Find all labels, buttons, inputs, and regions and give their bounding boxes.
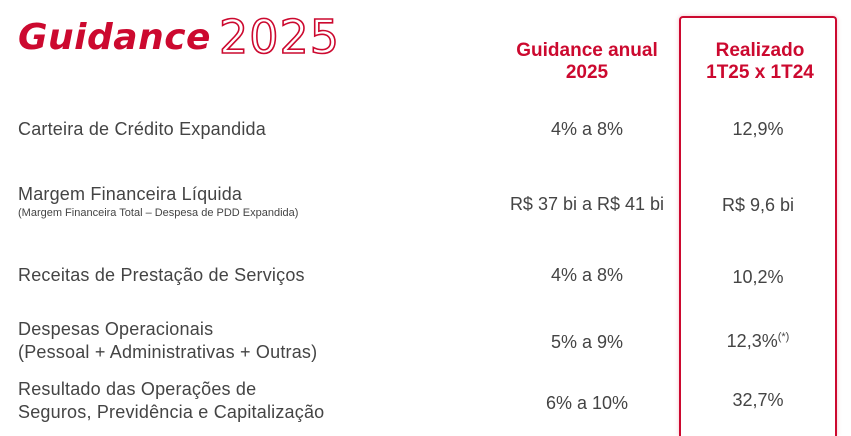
row-guidance-carteira: 4% a 8%	[550, 119, 624, 139]
row-realizado-despesas: 12,3%(*)	[680, 330, 836, 353]
row-label-text: Receitas de Prestação de Serviços	[18, 265, 305, 285]
row-label-carteira: Carteira de Crédito Expandida	[18, 118, 266, 141]
column-header-guidance-line1: Guidance anual	[516, 40, 658, 61]
page-title: Guidance 2025	[18, 6, 340, 65]
row-label-receitas: Receitas de Prestação de Serviços	[18, 264, 305, 287]
row-label-line2: Seguros, Previdência e Capitalização	[18, 402, 325, 422]
column-header-guidance-line2: 2025	[565, 62, 609, 83]
row-label-margem: Margem Financeira Líquida (Margem Financ…	[18, 183, 298, 220]
row-guidance-margem: R$ 37 bi a R$ 41 bi	[509, 194, 665, 214]
row-label-resultado: Resultado das Operações de Seguros, Prev…	[18, 378, 324, 424]
row-sublabel-margem: (Margem Financeira Total – Despesa de PD…	[18, 207, 299, 219]
row-label-line1: Resultado das Operações de	[18, 379, 257, 399]
row-label-line1: Despesas Operacionais	[18, 319, 214, 339]
realizado-value: 12,3%	[726, 331, 778, 351]
realizado-highlight-box	[679, 16, 837, 436]
title-word: Guidance	[18, 17, 211, 58]
row-guidance-despesas: 5% a 9%	[550, 332, 624, 352]
row-label-text: Carteira de Crédito Expandida	[18, 119, 266, 139]
row-label-line2: (Pessoal + Administrativas + Outras)	[18, 342, 318, 362]
row-label-despesas: Despesas Operacionais (Pessoal + Adminis…	[18, 318, 317, 364]
column-header-realizado-line1: Realizado	[715, 40, 805, 61]
title-year: 2025	[218, 9, 341, 65]
row-guidance-receitas: 4% a 8%	[550, 265, 624, 285]
row-realizado-resultado: 32,7%	[732, 390, 784, 410]
column-header-guidance: Guidance anual 2025	[482, 40, 692, 84]
row-label-text: Margem Financeira Líquida	[18, 184, 243, 204]
row-realizado-margem: R$ 9,6 bi	[721, 195, 795, 215]
row-guidance-resultado: 6% a 10%	[545, 393, 629, 413]
row-realizado-carteira: 12,9%	[732, 119, 784, 139]
footnote-marker: (*)	[777, 331, 790, 343]
row-realizado-receitas: 10,2%	[732, 267, 784, 287]
column-header-realizado: Realizado 1T25 x 1T24	[680, 40, 840, 84]
column-header-realizado-line2: 1T25 x 1T24	[706, 62, 814, 83]
